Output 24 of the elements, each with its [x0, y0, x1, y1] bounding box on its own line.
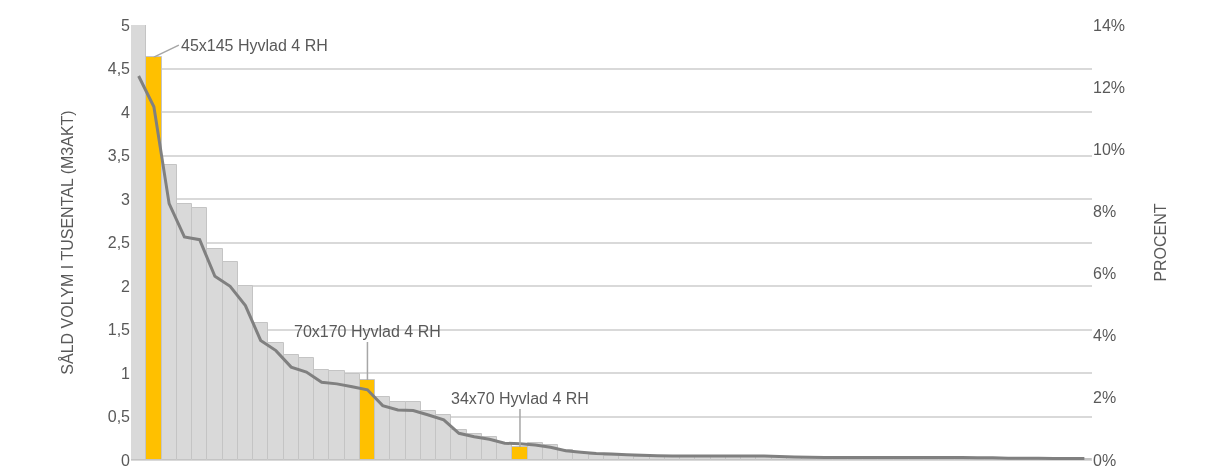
y-tick-label: 3,5 [107, 147, 131, 165]
y-tick-label: 2,5 [107, 234, 131, 252]
y2-tick-label: 6% [1093, 265, 1117, 283]
y-tick-label: 0,5 [107, 408, 131, 426]
y-tick-label: 2 [121, 277, 131, 295]
y2-tick-label: 8% [1093, 203, 1117, 221]
annotation: 34x70 Hyvlad 4 RH [451, 390, 589, 407]
y-tick-label: 4 [121, 103, 131, 121]
y2-tick-label: 14% [1093, 16, 1126, 34]
y-tick-label: 1 [121, 364, 131, 382]
y2-axis-title: PROCENT [1151, 203, 1169, 282]
y-axis-title: SÅLD VOLYM I TUSENTAL (M3AKT) [57, 110, 76, 375]
y-tick-label: 5 [121, 16, 131, 34]
y2-tick-label: 2% [1093, 389, 1117, 407]
y-tick-label: 0 [121, 451, 131, 469]
annotation: 45x145 Hyvlad 4 RH [181, 37, 328, 54]
y2-tick-label: 12% [1093, 78, 1126, 96]
y2-tick-label: 4% [1093, 327, 1117, 345]
y2-tick-label: 0% [1093, 451, 1117, 469]
y2-tick-label: 10% [1093, 140, 1126, 158]
annotation: 70x170 Hyvlad 4 RH [294, 323, 441, 340]
y-tick-label: 1,5 [107, 321, 131, 339]
y-tick-label: 4,5 [107, 60, 131, 78]
y-tick-label: 3 [121, 190, 131, 208]
